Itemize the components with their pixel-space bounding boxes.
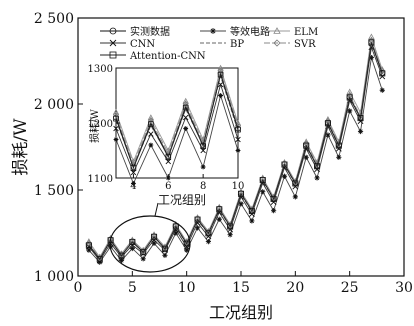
star-marker bbox=[271, 208, 276, 213]
inset-y-tick-label: 1100 bbox=[88, 174, 113, 185]
inset-y-axis-label: 损耗/W bbox=[88, 108, 101, 142]
star-marker bbox=[228, 232, 233, 237]
legend-label-bp: BP bbox=[230, 39, 244, 50]
star-marker bbox=[260, 189, 265, 194]
star-marker bbox=[183, 126, 188, 131]
y-axis-ticks: 1 000 1 500 2 000 2 500 bbox=[34, 11, 83, 285]
star-marker bbox=[336, 155, 341, 160]
y-tick-label: 1 000 bbox=[34, 269, 74, 285]
star-marker bbox=[141, 256, 146, 261]
inset-frame bbox=[116, 68, 238, 178]
legend-label-elm: ELM bbox=[294, 27, 318, 38]
annotation-label: 工况组别 bbox=[158, 193, 206, 207]
x-tick-label: 20 bbox=[286, 280, 304, 296]
star-marker bbox=[162, 253, 167, 258]
x-axis-ticks: 0 5 10 15 20 25 30 bbox=[74, 271, 413, 296]
legend-label-cnn: CNN bbox=[130, 39, 155, 50]
star-marker bbox=[380, 88, 385, 93]
x-tick-label: 5 bbox=[128, 280, 137, 296]
star-marker bbox=[236, 148, 241, 153]
x-tick-label: 15 bbox=[232, 280, 250, 296]
star-marker bbox=[249, 218, 254, 223]
y-axis-label: 损耗/W bbox=[11, 118, 31, 176]
x-tick-label: 25 bbox=[341, 280, 359, 296]
star-marker bbox=[114, 137, 119, 142]
inset-x-tick-label: 4 bbox=[130, 181, 136, 192]
inset-x-tick-label: 8 bbox=[200, 181, 206, 192]
star-marker bbox=[210, 28, 216, 34]
x-marker bbox=[380, 74, 385, 79]
star-marker bbox=[148, 143, 153, 148]
legend-label-attention-cnn: Attention-CNN bbox=[129, 51, 206, 62]
star-marker bbox=[218, 93, 223, 98]
x-tick-label: 30 bbox=[395, 280, 413, 296]
inset-y-tick-label: 1300 bbox=[88, 64, 113, 75]
star-marker bbox=[293, 194, 298, 199]
star-marker bbox=[201, 165, 206, 170]
legend-label-等效电路: 等效电路 bbox=[230, 25, 270, 38]
legend-label-实测数据: 实测数据 bbox=[130, 25, 170, 38]
legend: 实测数据 等效电路 ELM CNN BP SVR Attention-CNN bbox=[100, 25, 318, 62]
x-tick-label: 10 bbox=[178, 280, 196, 296]
y-tick-label: 2 500 bbox=[34, 11, 74, 27]
legend-label-svr: SVR bbox=[294, 39, 316, 50]
x-tick-label: 0 bbox=[74, 280, 83, 296]
y-tick-label: 2 000 bbox=[34, 97, 74, 113]
zoom-region-ellipse bbox=[110, 216, 190, 272]
inset-x-tick-label: 6 bbox=[165, 181, 171, 192]
star-marker bbox=[358, 129, 363, 134]
star-marker bbox=[314, 175, 319, 180]
y-tick-label: 1 500 bbox=[34, 183, 74, 199]
inset-x-tick-label: 10 bbox=[232, 181, 245, 192]
star-marker bbox=[206, 239, 211, 244]
x-axis-label: 工况组别 bbox=[209, 303, 273, 322]
inset-plot: 4 6 8 10 1100 1200 1300 损耗/W bbox=[88, 64, 245, 192]
